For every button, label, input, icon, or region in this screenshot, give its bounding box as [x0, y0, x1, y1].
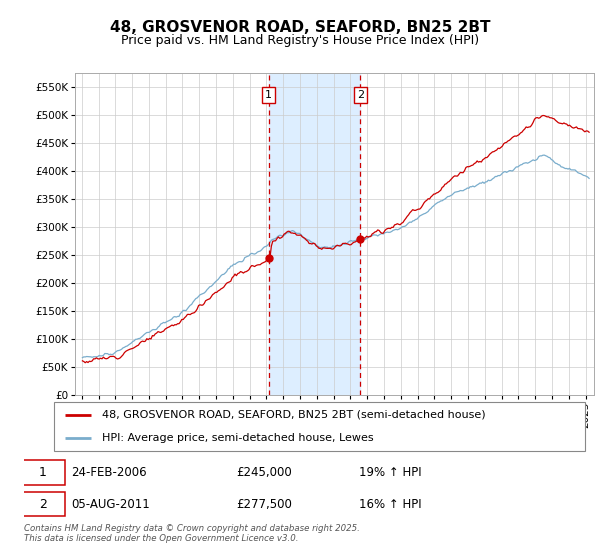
Text: 05-AUG-2011: 05-AUG-2011	[71, 497, 150, 511]
Text: 2: 2	[356, 90, 364, 100]
Text: 1: 1	[39, 466, 47, 479]
Text: HPI: Average price, semi-detached house, Lewes: HPI: Average price, semi-detached house,…	[102, 433, 373, 444]
Text: 2: 2	[39, 497, 47, 511]
Text: 48, GROSVENOR ROAD, SEAFORD, BN25 2BT (semi-detached house): 48, GROSVENOR ROAD, SEAFORD, BN25 2BT (s…	[102, 410, 485, 420]
Text: 1: 1	[265, 90, 272, 100]
Text: 48, GROSVENOR ROAD, SEAFORD, BN25 2BT: 48, GROSVENOR ROAD, SEAFORD, BN25 2BT	[110, 20, 490, 35]
Text: £245,000: £245,000	[236, 466, 292, 479]
Text: 19% ↑ HPI: 19% ↑ HPI	[359, 466, 421, 479]
Text: Price paid vs. HM Land Registry's House Price Index (HPI): Price paid vs. HM Land Registry's House …	[121, 34, 479, 46]
FancyBboxPatch shape	[21, 460, 65, 485]
Text: Contains HM Land Registry data © Crown copyright and database right 2025.
This d: Contains HM Land Registry data © Crown c…	[24, 524, 360, 543]
FancyBboxPatch shape	[21, 492, 65, 516]
Bar	[269, 73, 360, 395]
Text: 16% ↑ HPI: 16% ↑ HPI	[359, 497, 421, 511]
Text: 24-FEB-2006: 24-FEB-2006	[71, 466, 147, 479]
FancyBboxPatch shape	[54, 402, 585, 451]
Text: £277,500: £277,500	[236, 497, 292, 511]
